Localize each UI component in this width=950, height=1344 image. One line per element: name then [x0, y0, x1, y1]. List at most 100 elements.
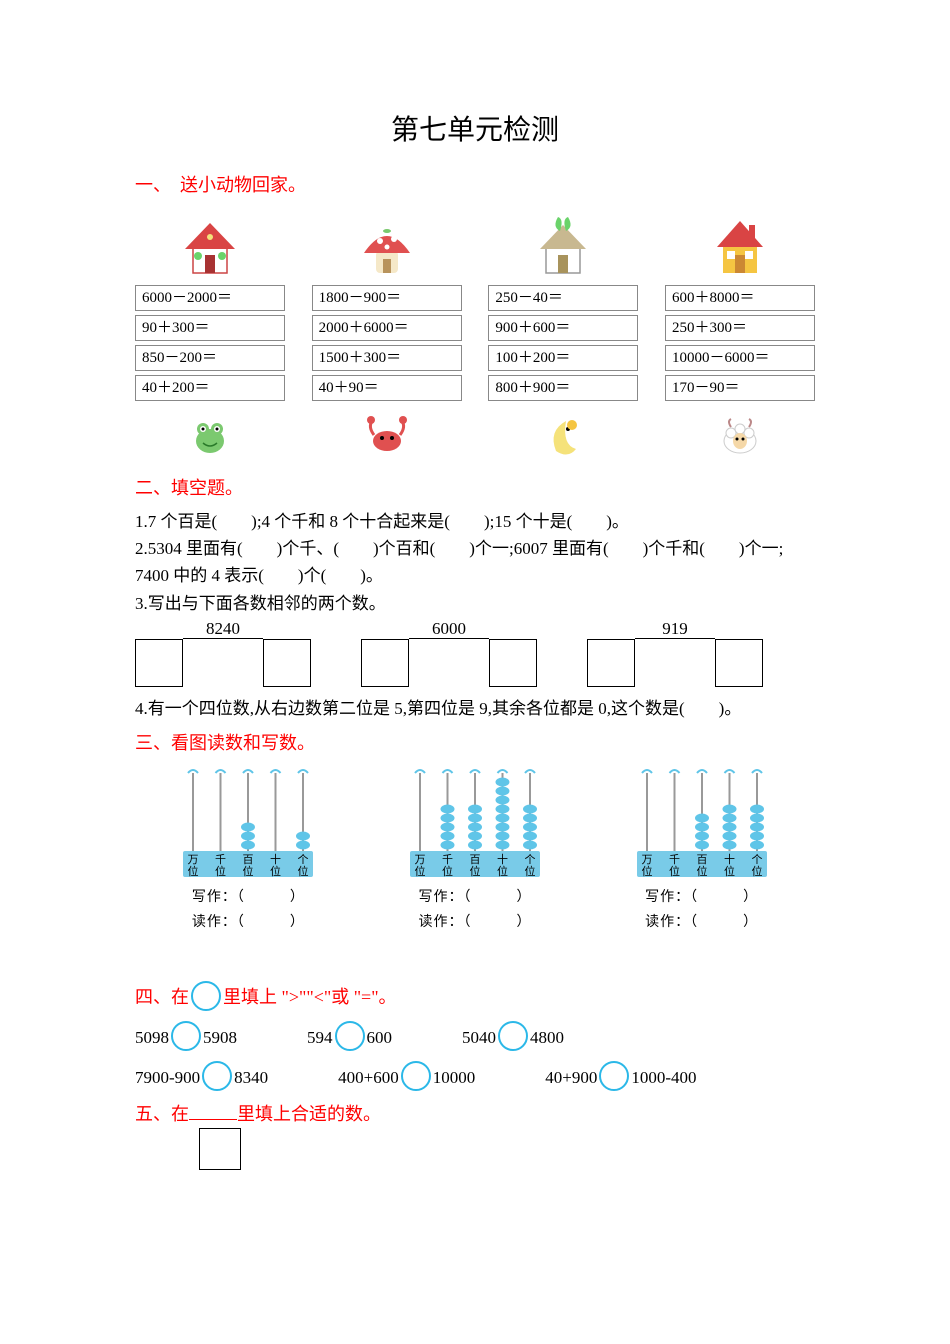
expr-box: 10000－6000＝ — [665, 345, 815, 371]
expr-box: 1500＋300＝ — [312, 345, 462, 371]
svg-text:位: 位 — [696, 864, 707, 878]
expression-grid: 6000－2000＝ 1800－900＝ 250－40＝ 600＋8000＝ 90＋30… — [135, 285, 815, 405]
svg-text:位: 位 — [524, 864, 535, 878]
adj-box-left[interactable] — [361, 639, 409, 687]
adjacent-row: 8240 6000 919 — [135, 619, 815, 687]
svg-text:个: 个 — [751, 853, 762, 866]
adjacent-group: 8240 — [135, 619, 311, 687]
cmp-row: 7900-9008340400+6001000040+9001000-400 — [135, 1061, 815, 1091]
crab-icon — [362, 411, 412, 461]
abacus-write: 写作：（ ） — [418, 887, 531, 908]
expr-box: 800＋900＝ — [488, 375, 638, 401]
expr-box: 170－90＝ — [665, 375, 815, 401]
svg-text:千: 千 — [215, 853, 226, 866]
section2-header: 二、填空题。 — [135, 475, 815, 502]
comparison-rows: 50985908594600504048007900-9008340400+60… — [135, 1021, 815, 1091]
expr-box: 90＋300＝ — [135, 315, 285, 341]
abacus-col: 万位千位百位十位个位写作：（ ）读作：（ ） — [627, 763, 777, 933]
house-col-3 — [665, 209, 815, 279]
adj-number: 8240 — [183, 619, 263, 639]
cmp-row: 5098590859460050404800 — [135, 1021, 815, 1051]
svg-text:百: 百 — [696, 854, 707, 866]
house-col-0 — [135, 209, 285, 279]
circle-icon[interactable] — [498, 1021, 528, 1051]
q2-block: 1.7 个百是( );4 个千和 8 个十合起来是( );15 个十是( )。 … — [135, 508, 815, 617]
q2-line2: 2.5304 里面有( )个千、( )个百和( )个一;6007 里面有( )个… — [135, 535, 815, 562]
cmp-cell: 40+9001000-400 — [545, 1061, 696, 1091]
animals-row — [135, 411, 815, 461]
adj-box-right[interactable] — [263, 639, 311, 687]
circle-icon[interactable] — [335, 1021, 365, 1051]
q2-line3: 3.写出与下面各数相邻的两个数。 — [135, 590, 815, 617]
q2-line1: 1.7 个百是( );4 个千和 8 个十合起来是( );15 个十是( )。 — [135, 508, 815, 535]
adj-number: 919 — [635, 619, 715, 639]
s4-pre: 四、在 — [135, 987, 189, 1007]
s4-post: 里填上 ">""<"或 "="。 — [223, 987, 397, 1007]
svg-text:十: 十 — [497, 852, 508, 866]
svg-text:位: 位 — [669, 864, 680, 878]
red-underline — [189, 1119, 237, 1120]
adjacent-group: 919 — [587, 619, 763, 687]
expr-box: 850－200＝ — [135, 345, 285, 371]
svg-text:个: 个 — [298, 853, 309, 866]
svg-text:位: 位 — [215, 864, 226, 878]
cmp-cell: 50404800 — [462, 1021, 564, 1051]
svg-text:个: 个 — [524, 853, 535, 866]
svg-text:位: 位 — [751, 864, 762, 878]
expr-box: 250－40＝ — [488, 285, 638, 311]
adj-box-left[interactable] — [587, 639, 635, 687]
svg-text:万: 万 — [641, 854, 652, 866]
abacus-read: 读作：（ ） — [645, 912, 758, 933]
cmp-cell: 50985908 — [135, 1021, 237, 1051]
abacus-col: 万位千位百位十位个位写作：（ ）读作：（ ） — [400, 763, 550, 933]
section1-header: 一、 送小动物回家。 — [135, 172, 815, 199]
section4-header: 四、在 里填上 ">""<"或 "="。 — [135, 981, 815, 1011]
svg-text:百: 百 — [243, 854, 254, 866]
cmp-cell: 400+60010000 — [338, 1061, 475, 1091]
svg-text:位: 位 — [724, 864, 735, 878]
abacus-icon: 万位千位百位十位个位 — [627, 763, 777, 883]
svg-text:位: 位 — [270, 864, 281, 878]
svg-text:位: 位 — [442, 864, 453, 878]
adj-box-right[interactable] — [715, 639, 763, 687]
s5-post: 里填上合适的数。 — [237, 1104, 381, 1124]
section5-header: 五、在 里填上合适的数。 — [135, 1101, 815, 1128]
expr-box: 600＋8000＝ — [665, 285, 815, 311]
abacus-write: 写作：（ ） — [192, 887, 305, 908]
q2-line4: 4.有一个四位数,从右边数第二位是 5,第四位是 9,其余各位都是 0,这个数是… — [135, 695, 815, 722]
circle-icon[interactable] — [171, 1021, 201, 1051]
abacus-icon: 万位千位百位十位个位 — [173, 763, 323, 883]
expr-box: 40＋90＝ — [312, 375, 462, 401]
section3-header: 三、看图读数和写数。 — [135, 730, 815, 757]
abacus-read: 读作：（ ） — [192, 912, 305, 933]
house-red-icon — [175, 209, 245, 279]
expr-box: 1800－900＝ — [312, 285, 462, 311]
answer-box[interactable] — [199, 1128, 241, 1170]
sheep-icon — [715, 411, 765, 461]
q2-line2b: 7400 中的 4 表示( )个( )。 — [135, 562, 815, 589]
svg-text:千: 千 — [669, 853, 680, 866]
abacus-row: 万位千位百位十位个位写作：（ ）读作：（ ）万位千位百位十位个位写作：（ ）读作… — [135, 763, 815, 933]
svg-text:千: 千 — [442, 853, 453, 866]
adjacent-group: 6000 — [361, 619, 537, 687]
expr-box: 100＋200＝ — [488, 345, 638, 371]
yellow-house-icon — [705, 209, 775, 279]
svg-text:百: 百 — [469, 854, 480, 866]
s5-pre: 五、在 — [135, 1104, 189, 1124]
adj-number: 6000 — [409, 619, 489, 639]
page-title: 第七单元检测 — [135, 110, 815, 152]
svg-text:位: 位 — [188, 864, 199, 878]
houses-row — [135, 209, 815, 279]
expr-box: 900＋600＝ — [488, 315, 638, 341]
circle-icon[interactable] — [202, 1061, 232, 1091]
adj-box-right[interactable] — [489, 639, 537, 687]
abacus-read: 读作：（ ） — [418, 912, 531, 933]
leaf-house-icon — [528, 209, 598, 279]
svg-text:位: 位 — [243, 864, 254, 878]
circle-icon[interactable] — [599, 1061, 629, 1091]
circle-icon[interactable] — [401, 1061, 431, 1091]
expr-box: 6000－2000＝ — [135, 285, 285, 311]
svg-text:十: 十 — [724, 852, 735, 866]
adj-box-left[interactable] — [135, 639, 183, 687]
house-col-2 — [488, 209, 638, 279]
